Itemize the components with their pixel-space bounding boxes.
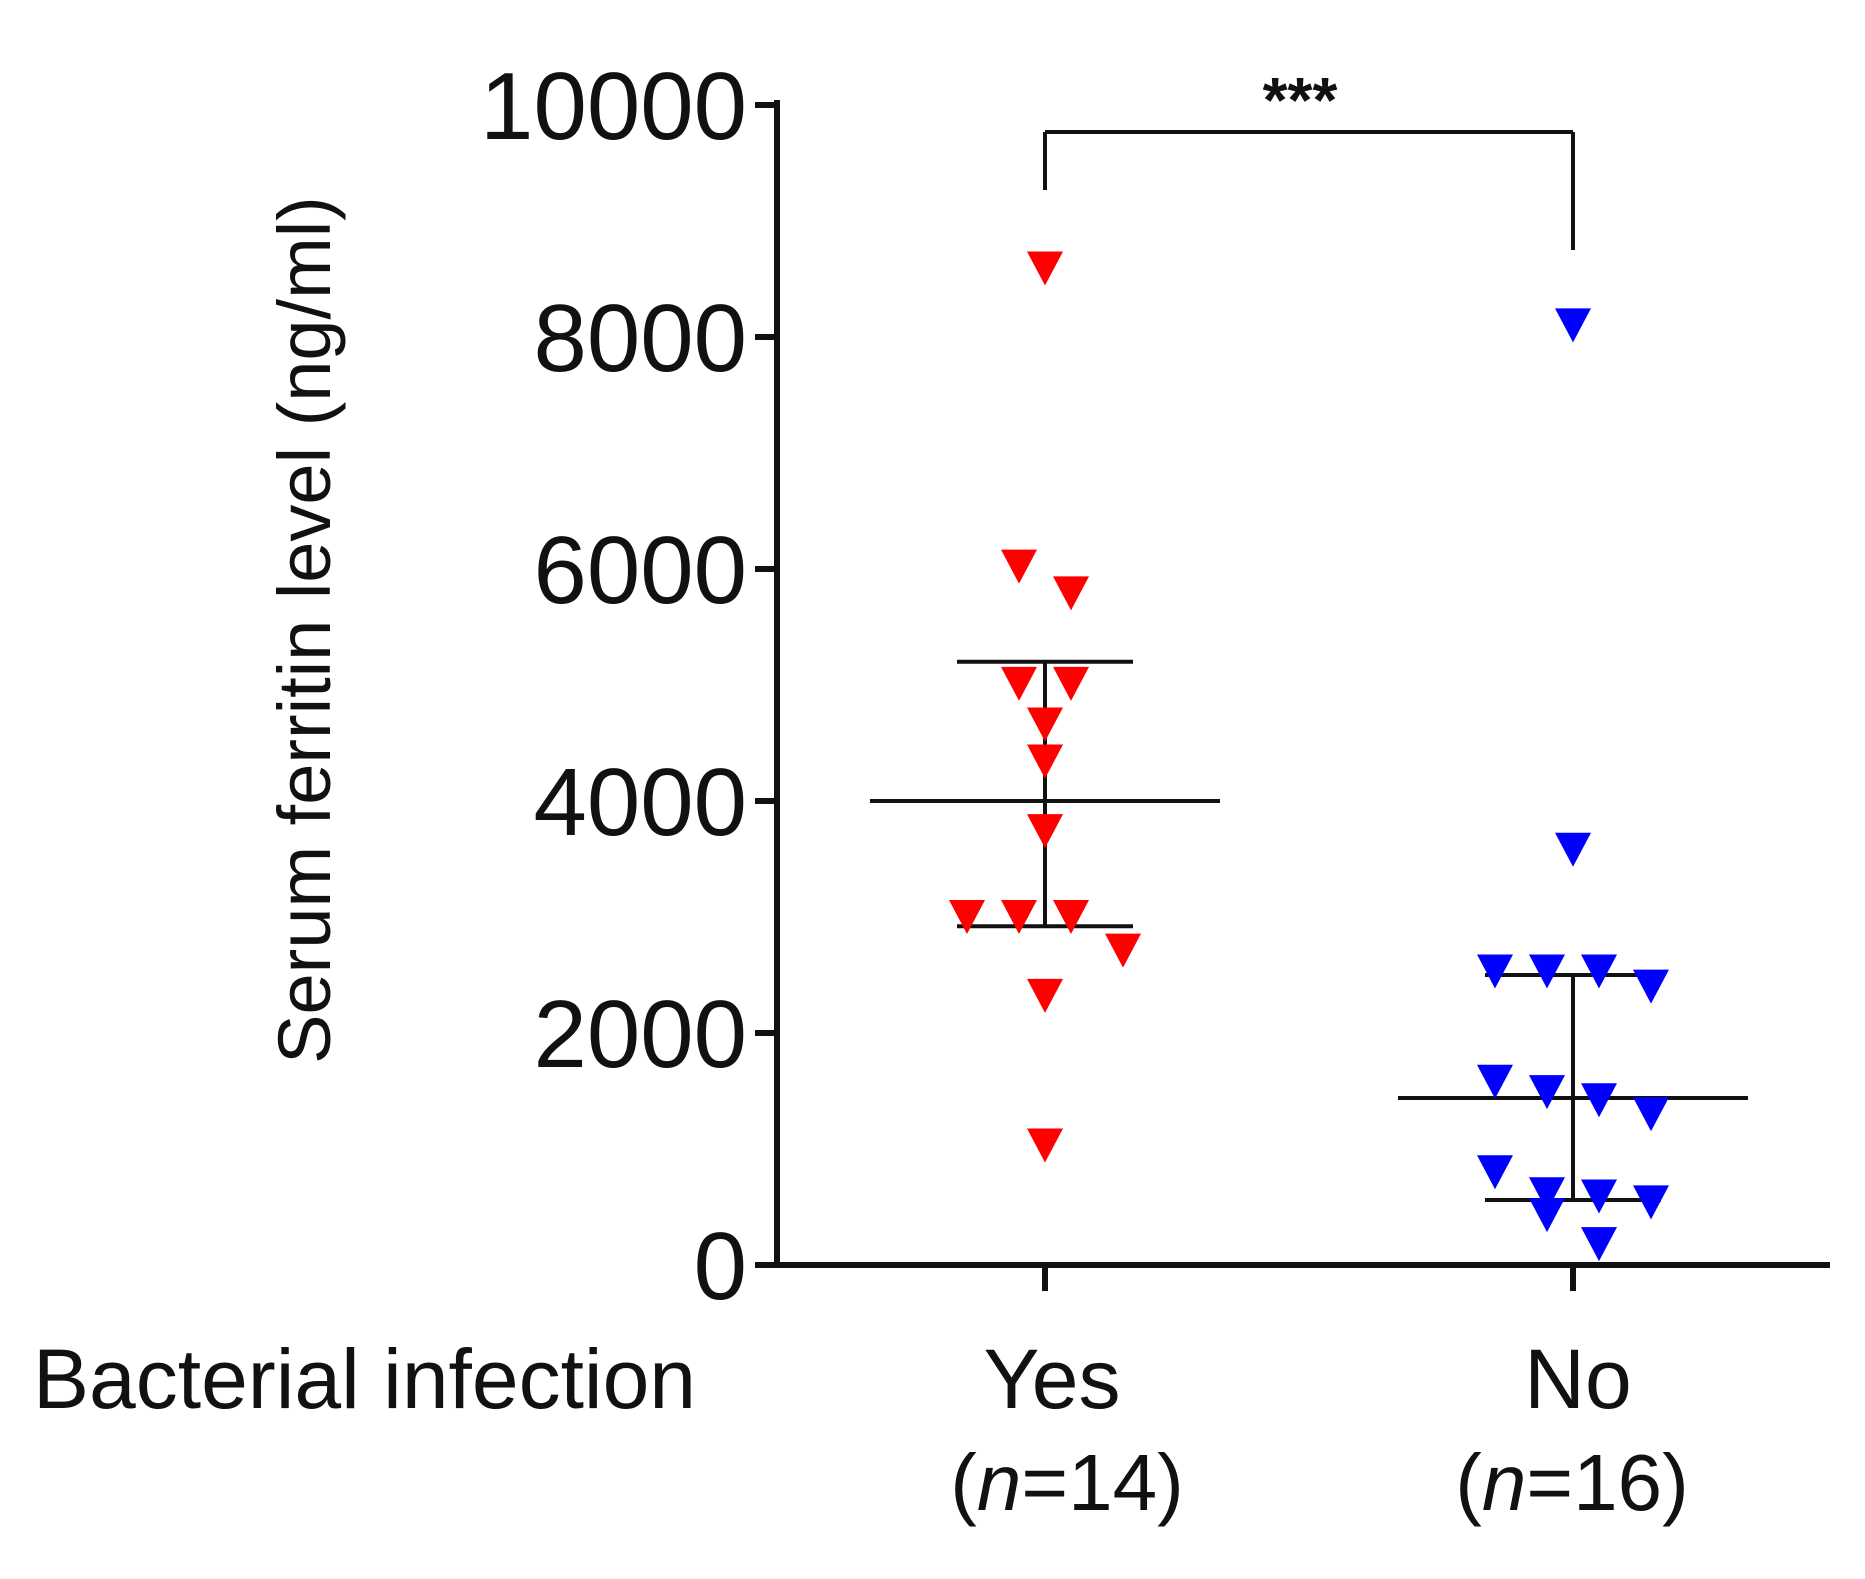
data-point	[1529, 1075, 1565, 1110]
data-point	[1581, 1227, 1617, 1262]
x-axis-title: Bacterial infection	[33, 1332, 696, 1426]
y-tick-label: 4000	[533, 749, 747, 856]
data-point	[1027, 814, 1063, 849]
data-point	[1001, 549, 1037, 584]
data-point	[1053, 900, 1089, 934]
data-point	[1555, 832, 1591, 867]
y-tick-label: 8000	[533, 285, 747, 392]
significance-label: ***	[1263, 64, 1338, 136]
data-point	[1053, 576, 1089, 611]
data-point	[1633, 1185, 1669, 1220]
data-point	[1027, 251, 1063, 286]
data-point	[1555, 308, 1591, 343]
data-point	[1027, 744, 1063, 779]
y-axis-title: Serum ferritin level (ng/ml)	[263, 196, 346, 1064]
data-point	[1581, 1083, 1617, 1118]
data-point	[1027, 707, 1063, 742]
data-point	[1529, 1177, 1565, 1212]
data-point	[1633, 969, 1669, 1004]
group-label-yes: Yes	[983, 1332, 1120, 1426]
data-point	[1581, 1179, 1617, 1214]
group-label-no: No	[1524, 1332, 1631, 1426]
data-points	[949, 251, 1669, 1262]
data-point	[1581, 954, 1617, 989]
data-point	[1027, 1128, 1063, 1163]
y-tick-label: 0	[694, 1213, 747, 1320]
data-point	[1477, 1064, 1513, 1099]
group-n-yes: (n=14)	[950, 1438, 1183, 1527]
data-point	[1477, 954, 1513, 989]
data-point	[1529, 954, 1565, 989]
data-point	[1477, 1155, 1513, 1190]
x-ticks	[1042, 1265, 1576, 1291]
data-point	[949, 900, 985, 934]
data-point	[1027, 978, 1063, 1013]
significance-bracket: ***	[1043, 64, 1575, 250]
y-tick-label: 2000	[533, 981, 747, 1088]
data-point	[1001, 666, 1037, 701]
y-tick-label: 6000	[533, 517, 747, 624]
error-bars	[870, 659, 1748, 1203]
data-point	[1633, 1097, 1669, 1132]
data-point	[1529, 1198, 1565, 1233]
y-ticks: 0 2000 4000 6000 8000 10000	[480, 53, 777, 1320]
data-point	[1001, 900, 1037, 934]
data-point	[1053, 666, 1089, 701]
y-tick-label: 10000	[480, 53, 747, 160]
group-n-no: (n=16)	[1455, 1438, 1688, 1527]
data-point	[1105, 933, 1141, 968]
